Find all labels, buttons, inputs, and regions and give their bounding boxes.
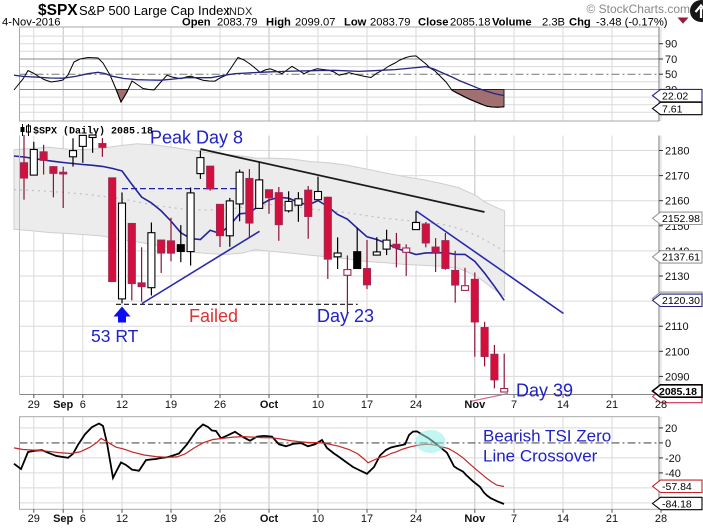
svg-text:2160: 2160 xyxy=(665,196,689,208)
svg-text:Nov: Nov xyxy=(464,513,486,525)
svg-text:12: 12 xyxy=(116,399,128,411)
svg-text:14: 14 xyxy=(557,513,569,525)
svg-text:2100: 2100 xyxy=(665,346,689,358)
svg-text:26: 26 xyxy=(214,513,226,525)
svg-text:7.61: 7.61 xyxy=(662,103,683,115)
svg-text:19: 19 xyxy=(165,513,177,525)
svg-text:Failed: Failed xyxy=(189,306,238,326)
svg-text:Day 39: Day 39 xyxy=(516,381,573,401)
svg-text:28: 28 xyxy=(655,399,667,411)
svg-text:Peak Day 8: Peak Day 8 xyxy=(150,128,243,148)
svg-text:Oct: Oct xyxy=(260,399,279,411)
svg-text:S&P 500 Large Cap Index: S&P 500 Large Cap Index xyxy=(79,3,230,18)
svg-text:24: 24 xyxy=(410,513,422,525)
svg-text:10: 10 xyxy=(312,399,324,411)
svg-text:Open: Open xyxy=(182,17,211,29)
svg-text:-20: -20 xyxy=(665,453,681,465)
svg-text:2110: 2110 xyxy=(665,321,689,333)
svg-text:4-Nov-2016: 4-Nov-2016 xyxy=(2,17,60,29)
svg-text:53 RT: 53 RT xyxy=(91,326,139,346)
svg-text:$SPX (Daily) 2085.18: $SPX (Daily) 2085.18 xyxy=(33,126,153,138)
svg-text:Sep: Sep xyxy=(53,513,73,525)
svg-text:2085.18: 2085.18 xyxy=(659,386,697,398)
svg-text:2170: 2170 xyxy=(665,171,689,183)
svg-text:2083.79: 2083.79 xyxy=(217,17,257,29)
svg-text:14: 14 xyxy=(557,399,569,411)
svg-text:-57.84: -57.84 xyxy=(662,481,692,493)
svg-text:6: 6 xyxy=(80,513,86,525)
svg-text:Chg: Chg xyxy=(569,17,591,29)
svg-text:29: 29 xyxy=(28,399,40,411)
svg-text:6: 6 xyxy=(80,399,86,411)
svg-text:2.3B: 2.3B xyxy=(542,17,565,29)
svg-text:7: 7 xyxy=(511,399,517,411)
svg-text:2083.79: 2083.79 xyxy=(370,17,410,29)
svg-text:Oct: Oct xyxy=(260,513,279,525)
svg-text:Day 23: Day 23 xyxy=(317,306,374,326)
svg-text:21: 21 xyxy=(606,513,618,525)
svg-text:High: High xyxy=(266,17,291,29)
svg-text:2085.18: 2085.18 xyxy=(450,17,490,29)
svg-text:2130: 2130 xyxy=(665,271,689,283)
svg-text:-3.48 (-0.17%): -3.48 (-0.17%) xyxy=(596,17,668,29)
svg-text:$SPX: $SPX xyxy=(38,2,78,19)
svg-text:2090: 2090 xyxy=(665,371,689,383)
svg-text:2099.07: 2099.07 xyxy=(295,17,335,29)
svg-text:-84.18: -84.18 xyxy=(662,498,692,510)
svg-text:Bearish TSI Zero: Bearish TSI Zero xyxy=(483,427,611,446)
svg-text:Line Crossover: Line Crossover xyxy=(483,447,598,466)
svg-text:2152.98: 2152.98 xyxy=(662,213,700,225)
svg-text:12: 12 xyxy=(116,513,128,525)
svg-text:70: 70 xyxy=(665,54,677,66)
svg-text:2120.30: 2120.30 xyxy=(662,295,700,307)
svg-text:Close: Close xyxy=(418,17,448,29)
svg-text:2180: 2180 xyxy=(665,146,689,158)
svg-text:10: 10 xyxy=(312,513,324,525)
svg-text:-40: -40 xyxy=(665,468,681,480)
svg-text:21: 21 xyxy=(606,399,618,411)
svg-text:Low: Low xyxy=(344,17,367,29)
svg-text:7: 7 xyxy=(511,513,517,525)
svg-text:2137.61: 2137.61 xyxy=(662,252,700,264)
svg-text:Sep: Sep xyxy=(53,399,73,411)
svg-text:28: 28 xyxy=(655,513,667,525)
svg-text:24: 24 xyxy=(410,399,422,411)
svg-text:Volume: Volume xyxy=(492,17,532,29)
svg-text:19: 19 xyxy=(165,399,177,411)
svg-text:Nov: Nov xyxy=(464,399,486,411)
svg-text:© StockCharts.com: © StockCharts.com xyxy=(586,2,690,16)
svg-text:22.02: 22.02 xyxy=(662,90,688,102)
svg-text:INDX: INDX xyxy=(226,6,253,18)
svg-text:0: 0 xyxy=(665,438,671,450)
svg-text:90: 90 xyxy=(665,39,677,51)
svg-text:17: 17 xyxy=(361,513,373,525)
svg-text:20: 20 xyxy=(665,423,677,435)
svg-text:29: 29 xyxy=(28,513,40,525)
svg-text:17: 17 xyxy=(361,399,373,411)
svg-text:26: 26 xyxy=(214,399,226,411)
svg-text:50: 50 xyxy=(665,69,677,81)
